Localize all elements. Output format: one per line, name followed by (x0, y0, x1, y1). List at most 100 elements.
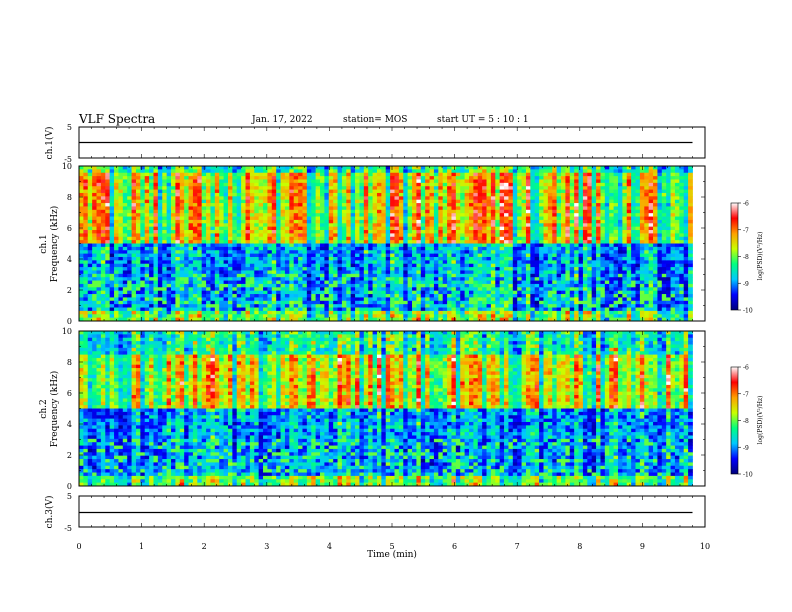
spectrogram-cell (214, 179, 220, 184)
spectrogram-cell (412, 182, 417, 187)
spectrogram-cell (455, 192, 461, 197)
spectrogram-cell (315, 219, 321, 224)
spectrogram-cell (153, 297, 159, 302)
spectrogram-cell (210, 219, 216, 224)
spectrogram-cell (188, 307, 194, 312)
spectrogram-cell (464, 213, 470, 217)
spectrogram-cell (289, 219, 295, 224)
spectrogram-cell (135, 300, 141, 305)
spectrogram-cell (105, 253, 111, 258)
spectrogram-cell (477, 250, 483, 255)
spectrogram-cell (490, 267, 496, 271)
spectrogram-cell (241, 192, 246, 197)
spectrogram-cell (254, 186, 260, 190)
spectrogram-cell (135, 203, 141, 207)
spectrogram-cell (320, 223, 325, 228)
spectrogram-cell (284, 192, 290, 197)
spectrogram-cell (280, 310, 286, 315)
spectrogram-cell (324, 199, 330, 204)
spectrogram-cell (324, 294, 330, 298)
spectrogram-cell (127, 213, 132, 217)
spectrogram-cell (192, 166, 198, 170)
spectrogram-cell (337, 213, 343, 217)
spectrogram-cell (394, 226, 400, 231)
spectrogram-cell (333, 203, 338, 207)
spectrogram-cell (455, 176, 461, 180)
spectrogram-cell (525, 182, 531, 187)
spectrogram-cell (412, 304, 417, 308)
spectrogram-cell (486, 250, 492, 255)
spectrogram-cell (179, 310, 185, 315)
spectrogram-cell (482, 314, 487, 319)
spectrogram-cell (337, 297, 343, 302)
spectrogram-cell (210, 206, 216, 211)
spectrogram-cell (442, 273, 448, 278)
spectrogram-cell (394, 172, 400, 177)
spectrogram-cell (201, 213, 207, 217)
spectrogram-cell (530, 230, 536, 234)
spectrogram-cell (280, 219, 286, 224)
spectrogram-cell (315, 297, 321, 302)
spectrogram-cell (534, 179, 540, 184)
spectrogram-cell (122, 280, 128, 285)
spectrogram-cell (192, 290, 198, 295)
spectrogram-cell (521, 182, 527, 187)
spectrogram-cell (219, 280, 224, 285)
spectrogram-cell (394, 189, 400, 194)
spectrogram-cell (114, 283, 119, 288)
spectrogram-cell (390, 186, 395, 190)
spectrogram-cell (508, 307, 514, 312)
spectrogram-cell (254, 179, 260, 184)
spectrogram-cell (460, 206, 466, 211)
spectrogram-cell (355, 233, 360, 238)
spectrogram-cell (433, 294, 439, 298)
spectrogram-cell (127, 189, 132, 194)
spectrogram-cell (403, 230, 409, 234)
spectrogram-cell (149, 206, 154, 211)
spectrogram-cell (192, 186, 198, 190)
spectrogram-cell (249, 226, 255, 231)
spectrogram-cell (267, 304, 273, 308)
spectrogram-cell (420, 203, 426, 207)
spectrogram-cell (175, 186, 181, 190)
spectrogram-cell (469, 294, 474, 298)
spectrogram-cell (359, 307, 365, 312)
spectrogram-cell (175, 230, 181, 234)
spectrogram-cell (118, 172, 124, 177)
spectrogram-cell (192, 189, 198, 194)
spectrogram-cell (420, 199, 426, 204)
spectrogram-cell (302, 169, 308, 174)
spectrogram-cell (372, 290, 378, 295)
spectrogram-cell (495, 263, 501, 268)
spectrogram-cell (425, 250, 430, 255)
spectrogram-cell (144, 270, 150, 275)
spectrogram-cell (131, 236, 137, 241)
spectrogram-cell (254, 290, 260, 295)
spectrogram-cell (87, 256, 93, 261)
spectrogram-cell (162, 314, 168, 319)
spectrogram-cell (210, 273, 216, 278)
spectrogram-cell (149, 304, 154, 308)
spectrogram-cell (464, 310, 470, 315)
spectrogram-cell (236, 273, 242, 278)
spectrogram-cell (525, 253, 531, 258)
spectrogram-cell (455, 243, 461, 248)
spectrogram-cell (547, 304, 553, 308)
spectrogram-cell (433, 273, 439, 278)
spectrogram-cell (376, 186, 382, 190)
spectrogram-cell (368, 199, 373, 204)
spectrogram-cell (482, 186, 487, 190)
spectrogram-cell (171, 250, 176, 255)
spectrogram-cell (192, 263, 198, 268)
spectrogram-cell (188, 169, 194, 174)
spectrogram-cell (258, 213, 264, 217)
spectrogram-cell (543, 304, 549, 308)
spectrogram-cell (131, 216, 137, 221)
spectrogram-cell (188, 189, 194, 194)
spectrogram-cell (114, 294, 119, 298)
spectrogram-cell (539, 280, 544, 285)
spectrogram-cell (324, 203, 330, 207)
spectrogram-cell (372, 176, 378, 180)
spectrogram-cell (197, 216, 203, 221)
spectrogram-cell (376, 196, 382, 201)
